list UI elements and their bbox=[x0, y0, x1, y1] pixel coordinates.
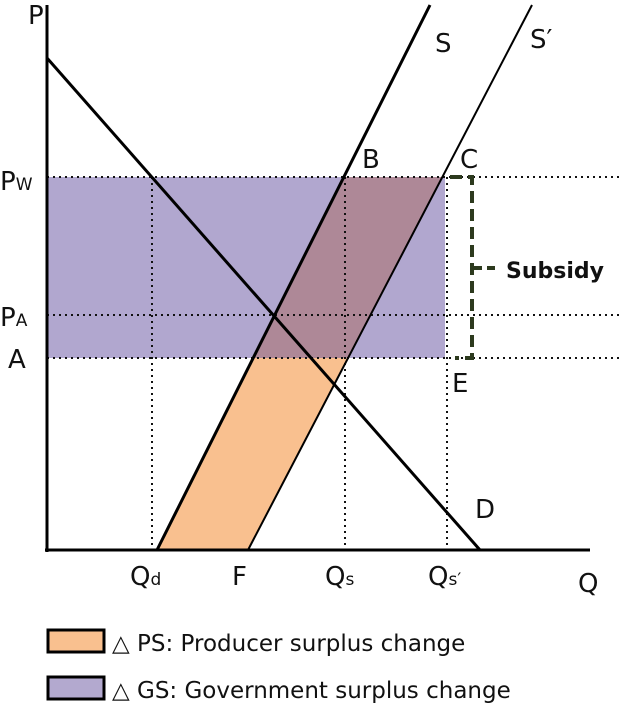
quantity-label: F bbox=[232, 562, 247, 592]
demand-curve bbox=[45, 57, 482, 551]
curve-label: S′ bbox=[530, 25, 553, 55]
legend-swatch bbox=[46, 628, 106, 654]
legend-swatch bbox=[46, 675, 106, 701]
price-label: PW bbox=[0, 167, 33, 197]
axis-label: Q bbox=[578, 569, 598, 599]
axis-label: P bbox=[28, 1, 44, 31]
price-label: A bbox=[8, 345, 26, 375]
price-label: PA bbox=[0, 303, 28, 333]
quantity-label: Qs bbox=[325, 562, 354, 592]
point-label: B bbox=[362, 145, 380, 175]
supply-curve bbox=[155, 4, 432, 551]
shifted-supply-curve bbox=[247, 4, 533, 551]
legend-label: △ PS: Producer surplus change bbox=[112, 631, 465, 657]
legend-label: △ GS: Government surplus change bbox=[112, 678, 511, 704]
point-label: C bbox=[460, 145, 478, 175]
point-label: D bbox=[475, 495, 495, 525]
government-surplus-area bbox=[47, 177, 445, 358]
subsidy-bracket bbox=[450, 175, 474, 360]
point-label: E bbox=[452, 369, 468, 399]
subsidy-label: Subsidy bbox=[506, 259, 604, 284]
curve-label: S bbox=[435, 29, 452, 59]
quantity-label: Qs′ bbox=[428, 562, 461, 592]
quantity-label: Qd bbox=[130, 562, 161, 592]
